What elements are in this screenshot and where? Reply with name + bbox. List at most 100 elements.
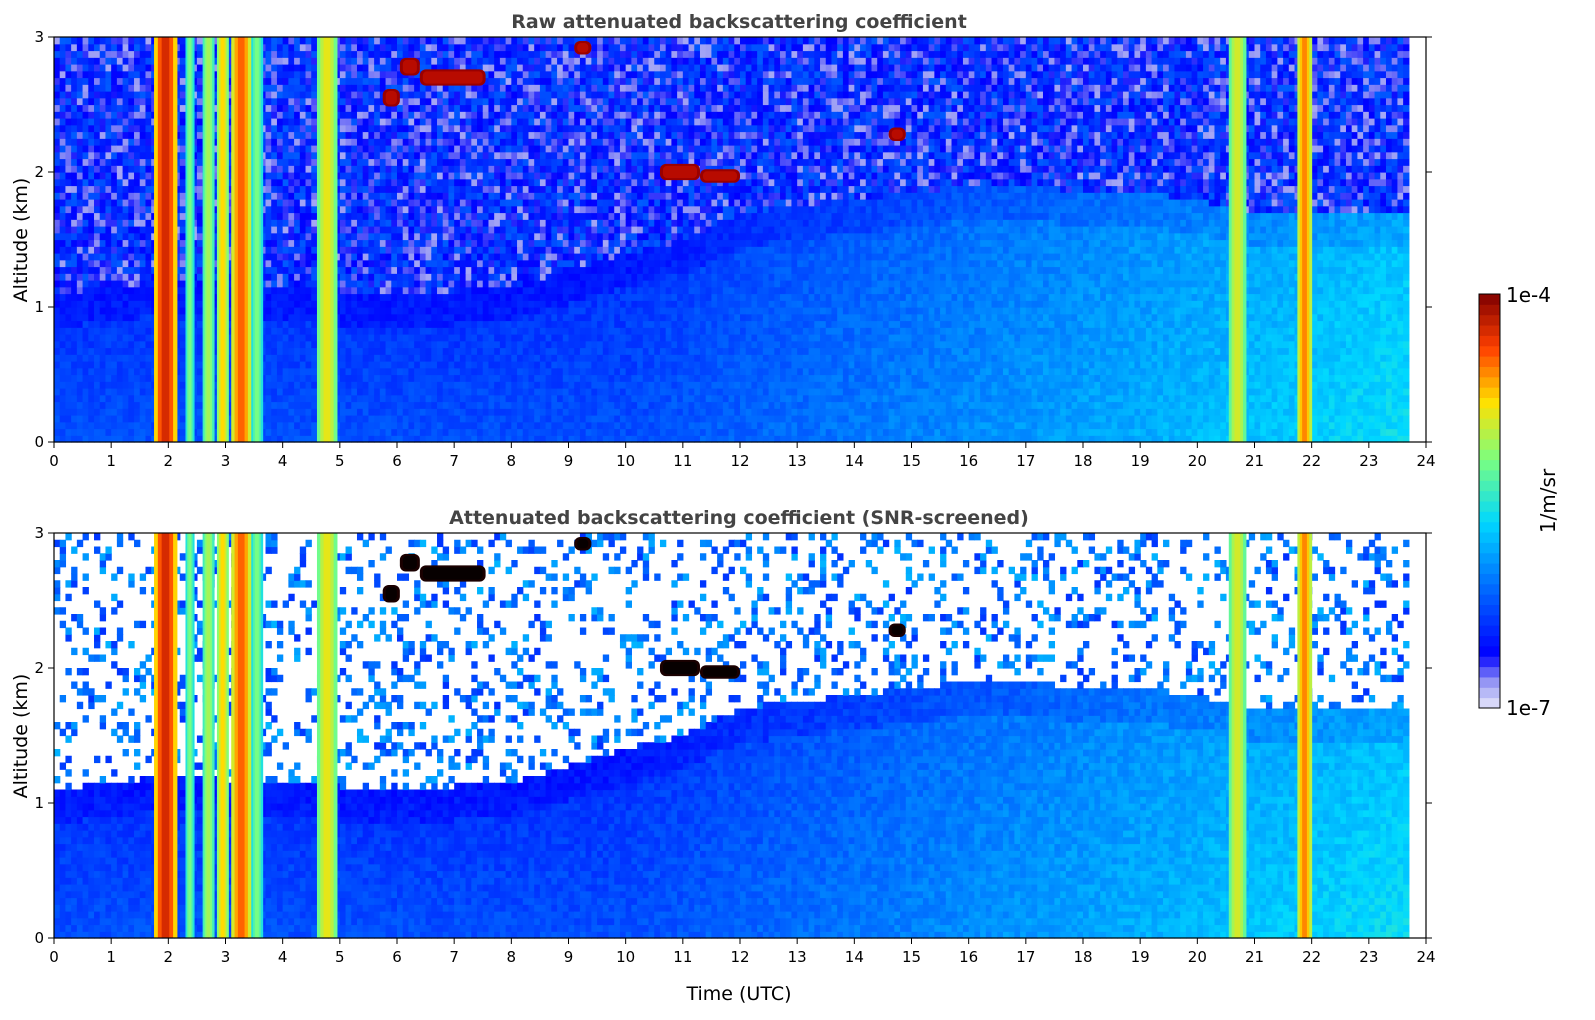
heatmap-cell <box>517 334 524 342</box>
heatmap-cell <box>134 57 141 65</box>
heatmap-cell <box>345 158 352 166</box>
heatmap-cell <box>505 50 512 58</box>
heatmap-cell <box>111 165 118 173</box>
heatmap-cell <box>505 199 512 207</box>
heatmap-cell <box>517 253 524 261</box>
heatmap-cell <box>265 212 272 220</box>
heatmap-cell <box>385 84 392 92</box>
heatmap-cell <box>477 118 484 126</box>
heatmap-cell <box>368 232 375 241</box>
heatmap-cell <box>134 70 141 79</box>
heatmap-cell <box>99 158 107 166</box>
heatmap-cell <box>397 286 404 295</box>
heatmap-cell <box>111 340 118 349</box>
heatmap-cell <box>425 239 432 247</box>
heatmap-cell <box>408 327 415 335</box>
heatmap-cell <box>271 91 278 99</box>
heatmap-cell <box>134 266 141 274</box>
heatmap-cell <box>362 428 370 436</box>
heatmap-cell <box>505 340 512 349</box>
heatmap-cell <box>339 327 347 335</box>
heatmap-cell <box>379 145 387 153</box>
heatmap-cell <box>339 401 347 409</box>
heatmap-cell <box>179 124 187 133</box>
heatmap-cell <box>425 286 432 295</box>
heatmap-cell <box>442 381 450 389</box>
heatmap-cell <box>305 219 312 227</box>
heatmap-cell <box>345 300 352 308</box>
heatmap-cell <box>122 253 129 261</box>
heatmap-cell <box>271 280 278 288</box>
heatmap-cell <box>482 381 490 389</box>
heatmap-cell <box>65 421 72 430</box>
heatmap-cell <box>196 401 204 409</box>
heatmap-cell <box>356 104 364 112</box>
heatmap-cell <box>362 259 370 268</box>
heatmap-cell <box>368 118 375 126</box>
heatmap-cell <box>402 165 410 173</box>
heatmap-cell <box>339 145 347 153</box>
heatmap-cell <box>276 111 284 119</box>
heatmap-cell <box>385 428 392 436</box>
heatmap-cell <box>448 435 455 443</box>
heatmap-cell <box>82 77 89 85</box>
heatmap-cell <box>345 111 352 119</box>
heatmap-cell <box>356 354 364 362</box>
heatmap-cell <box>54 50 61 58</box>
heatmap-cell <box>76 320 84 328</box>
heatmap-cell <box>414 347 421 355</box>
heatmap-cell <box>465 97 472 106</box>
heatmap-cell <box>494 388 501 396</box>
heatmap-cell <box>517 340 524 349</box>
heatmap-cell <box>408 421 415 430</box>
heatmap-cell <box>105 286 112 295</box>
heatmap-cell <box>437 37 444 45</box>
heatmap-cell <box>105 408 112 416</box>
heatmap-cell <box>408 340 415 349</box>
heatmap-cell <box>517 435 524 443</box>
heatmap-cell <box>294 266 301 274</box>
heatmap-cell <box>368 313 375 322</box>
heatmap-cell <box>402 111 410 119</box>
heatmap-cell <box>288 246 295 254</box>
heatmap-cell <box>282 50 289 58</box>
heatmap-cell <box>179 118 187 126</box>
heatmap-cell <box>454 212 461 220</box>
heatmap-cell <box>105 313 112 322</box>
heatmap-cell <box>134 172 141 180</box>
heatmap-cell <box>488 232 495 241</box>
heatmap-cell <box>196 232 204 241</box>
heatmap-cell <box>471 401 478 409</box>
heatmap-cell <box>59 50 67 58</box>
heatmap-cell <box>105 219 112 227</box>
heatmap-cell <box>105 64 112 72</box>
heatmap-cell <box>431 151 438 160</box>
heatmap-cell <box>374 266 381 274</box>
heatmap-cell <box>288 313 295 322</box>
heatmap-cell <box>437 124 444 133</box>
heatmap-cell <box>299 259 307 268</box>
heatmap-cell <box>179 37 187 45</box>
heatmap-cell <box>94 388 101 396</box>
heatmap-cell <box>116 239 124 247</box>
heatmap-cell <box>271 192 278 200</box>
heatmap-cell <box>282 340 289 349</box>
heatmap-cell <box>339 158 347 166</box>
heatmap-cell <box>276 408 284 416</box>
heatmap-cell <box>265 300 272 308</box>
heatmap-cell <box>442 64 450 72</box>
heatmap-cell <box>402 421 410 430</box>
heatmap-cell <box>276 37 284 45</box>
heatmap-cell <box>517 124 524 133</box>
heatmap-cell <box>356 57 364 65</box>
heatmap-cell <box>482 394 490 403</box>
heatmap-cell <box>425 57 432 65</box>
heatmap-cell <box>471 327 478 335</box>
heatmap-cell <box>488 354 495 362</box>
heatmap-cell <box>59 165 67 173</box>
heatmap-cell <box>276 165 284 173</box>
heatmap-cell <box>402 286 410 295</box>
heatmap-cell <box>122 219 129 227</box>
heatmap-cell <box>88 286 95 295</box>
heatmap-cell <box>465 340 472 349</box>
